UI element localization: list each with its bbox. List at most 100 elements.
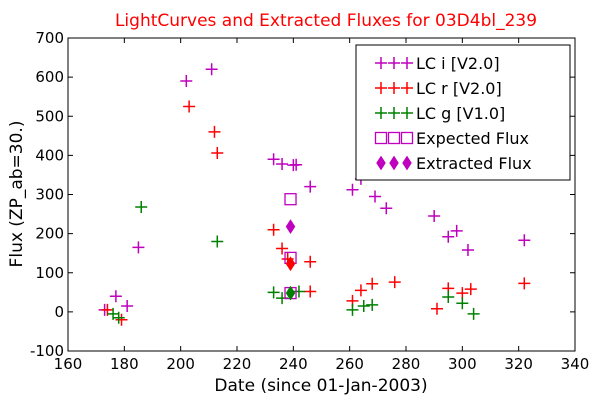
data-point: [380, 202, 393, 215]
legend-label: LC g [V1.0]: [416, 104, 505, 123]
data-point: [464, 283, 477, 296]
data-point: [205, 63, 218, 76]
y-tick-label: 700: [35, 29, 64, 47]
data-point: [357, 300, 370, 313]
legend-marker: [375, 82, 387, 94]
legend-item: LC r [V2.0]: [375, 79, 502, 98]
x-tick-label: 240: [279, 355, 308, 373]
y-tick-label: 600: [35, 68, 64, 86]
data-point: [456, 297, 469, 310]
data-point: [428, 210, 441, 223]
legend-label: Extracted Flux: [416, 154, 532, 173]
data-point: [109, 290, 122, 303]
data-point: [183, 100, 196, 113]
y-axis-label: Flux (ZP_ab=30.): [7, 121, 27, 268]
data-point: [267, 223, 280, 236]
legend-item: LC i [V2.0]: [375, 54, 500, 73]
x-tick-label: 260: [335, 355, 364, 373]
legend-marker: [375, 107, 387, 119]
data-point: [430, 302, 443, 315]
legend: LC i [V2.0] LC r [V2.0] LC g [V1.0] Expecte…: [355, 44, 571, 181]
data-point: [285, 256, 296, 272]
data-point: [290, 158, 303, 171]
x-tick-label: 220: [223, 355, 252, 373]
legend-marker: [376, 155, 386, 171]
data-point: [304, 285, 317, 298]
series-1: [101, 100, 531, 326]
legend-marker: [388, 82, 400, 94]
data-point: [208, 125, 221, 138]
data-point: [442, 230, 455, 243]
data-point: [442, 291, 455, 304]
legend-marker: [401, 107, 413, 119]
legend-marker: [374, 131, 388, 145]
data-point: [211, 147, 224, 160]
y-tick-label: 500: [35, 107, 64, 125]
plot-marks: [98, 63, 531, 326]
data-point: [284, 193, 297, 206]
data-point: [285, 219, 296, 235]
x-axis-label: Date (since 01-Jan-2003): [214, 376, 427, 396]
legend-marker: [387, 131, 401, 145]
data-point: [366, 277, 379, 290]
series-2: [107, 201, 480, 324]
legend-label: LC i [V2.0]: [416, 54, 500, 73]
y-tick-label: 300: [35, 186, 64, 204]
data-point: [267, 286, 280, 299]
data-point: [285, 285, 296, 301]
legend-item: Expected Flux: [374, 129, 529, 148]
legend-marker: [402, 155, 412, 171]
data-point: [121, 300, 134, 313]
y-tick-label: 200: [35, 225, 64, 243]
x-tick-label: 180: [110, 355, 139, 373]
legend-marker: [389, 155, 399, 171]
data-point: [180, 75, 193, 88]
legend-marker: [401, 82, 413, 94]
data-point: [456, 287, 469, 300]
data-point: [304, 255, 317, 268]
legend-item: LC g [V1.0]: [375, 104, 505, 123]
legend-marker: [388, 57, 400, 69]
y-tick-label: 400: [35, 146, 64, 164]
data-point: [267, 153, 280, 166]
x-tick-label: 200: [166, 355, 195, 373]
data-point: [276, 242, 289, 255]
x-tick-label: 320: [504, 355, 533, 373]
y-tick-label: 0: [54, 303, 64, 321]
legend-label: Expected Flux: [416, 129, 529, 148]
series-3: [284, 193, 297, 300]
x-tick-label: 340: [561, 355, 590, 373]
legend-label: LC r [V2.0]: [416, 79, 502, 98]
data-point: [135, 201, 148, 214]
data-point: [467, 307, 480, 320]
y-tick-label: 100: [35, 264, 64, 282]
legend-marker: [375, 57, 387, 69]
data-point: [450, 224, 463, 237]
data-point: [112, 311, 125, 324]
data-point: [304, 180, 317, 193]
y-tick-label: -100: [30, 342, 64, 360]
data-point: [369, 190, 382, 203]
data-point: [346, 303, 359, 316]
data-point: [276, 157, 289, 170]
data-point: [132, 241, 145, 254]
data-point: [115, 313, 128, 326]
legend-marker: [401, 57, 413, 69]
data-point: [366, 298, 379, 311]
data-point: [346, 183, 359, 196]
data-point: [388, 276, 401, 289]
data-point: [518, 277, 531, 290]
data-point: [292, 285, 305, 298]
data-point: [354, 284, 367, 297]
legend-marker: [388, 107, 400, 119]
data-point: [518, 234, 531, 247]
legend-marker: [400, 131, 414, 145]
x-tick-label: 280: [392, 355, 421, 373]
data-point: [461, 244, 474, 257]
series-4: [285, 219, 296, 301]
data-point: [211, 235, 224, 248]
chart-title: LightCurves and Extracted Fluxes for 03D…: [115, 11, 537, 31]
x-tick-label: 160: [54, 355, 83, 373]
x-tick-label: 300: [448, 355, 477, 373]
